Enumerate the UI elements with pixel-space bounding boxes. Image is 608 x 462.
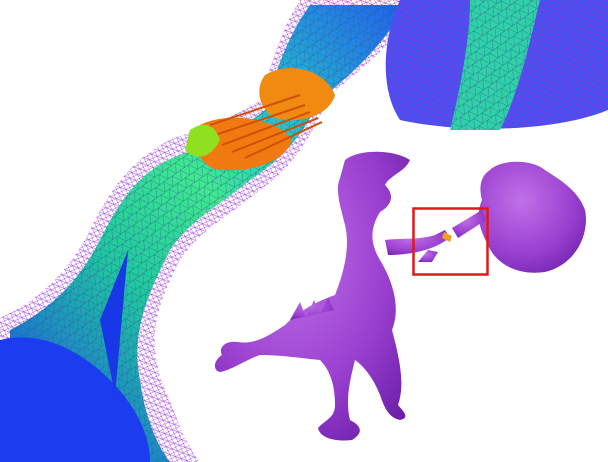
highlight-box xyxy=(412,207,489,276)
dragon-claw xyxy=(418,250,438,262)
dragon-body xyxy=(214,151,410,441)
blue-region xyxy=(0,337,150,462)
junction-links xyxy=(209,94,323,159)
ball xyxy=(478,161,586,273)
junction-top xyxy=(259,67,335,121)
dragon xyxy=(214,151,586,441)
junction-green xyxy=(185,124,220,157)
dragon-arm xyxy=(385,230,450,255)
contact-patch xyxy=(442,232,452,242)
junction-bottom xyxy=(194,117,292,171)
cylinder-band-mesh xyxy=(450,0,540,130)
blue-spike xyxy=(100,250,128,395)
ball-stem xyxy=(452,210,486,238)
dragon-spikes xyxy=(290,298,334,320)
